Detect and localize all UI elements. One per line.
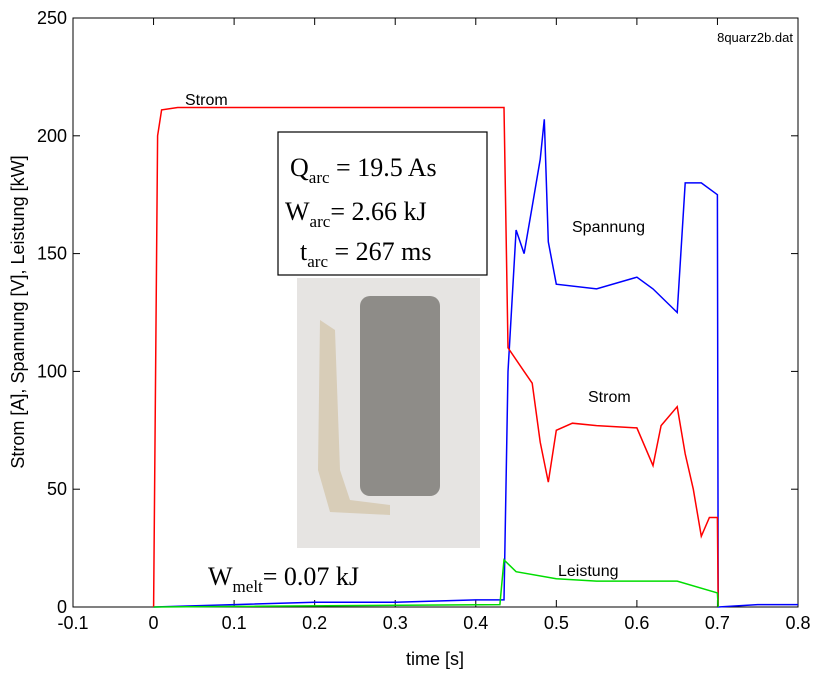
y-axis-label: Strom [A], Spannung [V], Leistung [kW] (8, 155, 28, 468)
annotation: 8quarz2b.dat (717, 30, 793, 45)
photo-sample (360, 296, 440, 496)
formula-value: = 267 ms (328, 237, 432, 266)
formula-box (277, 131, 488, 276)
y-tick-label: 200 (37, 126, 67, 146)
x-tick-label: 0.2 (302, 613, 327, 633)
series-line (152, 106, 719, 608)
x-tick-label: -0.1 (57, 613, 88, 633)
formula-subscript: arc (309, 168, 330, 187)
y-tick-label: 250 (37, 8, 67, 28)
formula-subscript: arc (310, 212, 331, 231)
formula-subscript: arc (307, 252, 328, 271)
formula-subscript: melt (233, 577, 263, 596)
formula: Qarc = 19.5 As (290, 153, 437, 187)
y-tick-label: 0 (57, 597, 67, 617)
x-tick-label: 0.5 (544, 613, 569, 633)
annotation: Leistung (558, 563, 619, 580)
formula: Wmelt= 0.07 kJ (208, 562, 359, 596)
formula: Warc= 2.66 kJ (285, 197, 427, 231)
formula-symbol: Q (290, 153, 309, 182)
x-tick-label: 0.3 (383, 613, 408, 633)
x-tick-label: 0.6 (624, 613, 649, 633)
x-tick-label: 0.4 (463, 613, 488, 633)
series-line (153, 558, 719, 608)
y-tick-label: 50 (47, 479, 67, 499)
x-tick-label: 0.8 (785, 613, 810, 633)
formula-symbol: t (300, 237, 308, 266)
annotation: Strom (588, 389, 631, 406)
plot-frame (72, 17, 799, 608)
y-tick-label: 100 (37, 361, 67, 381)
x-tick-label: 0 (149, 613, 159, 633)
x-tick-label: 0.1 (222, 613, 247, 633)
formula-value: = 2.66 kJ (330, 197, 426, 226)
annotation: Spannung (572, 219, 645, 236)
x-axis-label: time [s] (406, 649, 464, 669)
series-line (153, 119, 798, 608)
formula-value: = 0.07 kJ (263, 562, 359, 591)
formula-value: = 19.5 As (330, 153, 437, 182)
formula-symbol: W (208, 562, 233, 591)
y-tick-label: 150 (37, 244, 67, 264)
x-tick-label: 0.7 (705, 613, 730, 633)
photo-wire (318, 320, 390, 515)
formula: tarc = 267 ms (300, 237, 432, 271)
annotation: Strom (185, 92, 228, 109)
formula-symbol: W (285, 197, 310, 226)
